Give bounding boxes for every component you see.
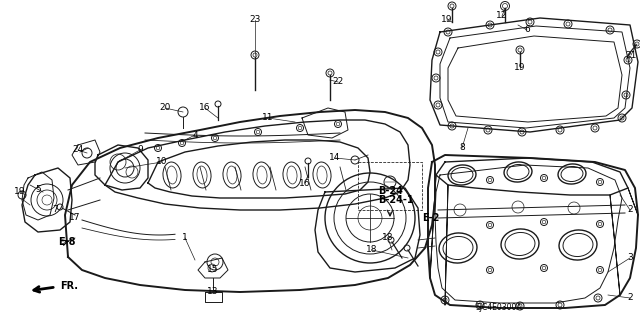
- Text: 2: 2: [627, 293, 633, 302]
- Text: 18: 18: [366, 246, 378, 255]
- Text: E-2: E-2: [422, 213, 440, 223]
- Text: 6: 6: [524, 26, 530, 34]
- Text: 2: 2: [627, 205, 633, 214]
- Text: 9: 9: [137, 145, 143, 154]
- Text: 4: 4: [192, 130, 198, 139]
- Text: SJC4E0300A: SJC4E0300A: [475, 303, 522, 313]
- Text: 11: 11: [262, 114, 274, 122]
- Text: 1: 1: [182, 234, 188, 242]
- Text: 3: 3: [627, 254, 633, 263]
- Text: 10: 10: [156, 158, 168, 167]
- Text: 13: 13: [207, 287, 219, 296]
- Text: B-24-1: B-24-1: [378, 195, 413, 205]
- Text: 14: 14: [330, 153, 340, 162]
- Text: 19: 19: [515, 63, 525, 72]
- Text: E-8: E-8: [58, 237, 76, 247]
- Text: 19: 19: [14, 188, 26, 197]
- Text: 8: 8: [459, 144, 465, 152]
- Text: 22: 22: [332, 78, 344, 86]
- Text: 23: 23: [250, 16, 260, 25]
- Text: 7: 7: [52, 205, 58, 214]
- Text: 18: 18: [382, 234, 394, 242]
- Text: 19: 19: [441, 16, 452, 25]
- Text: 16: 16: [199, 103, 211, 113]
- Text: FR.: FR.: [60, 281, 78, 291]
- Text: 12: 12: [496, 11, 508, 20]
- Text: 5: 5: [35, 186, 41, 195]
- Text: 17: 17: [69, 213, 81, 222]
- Text: 24: 24: [72, 145, 84, 154]
- Text: 15: 15: [207, 265, 219, 275]
- Text: 21: 21: [625, 50, 637, 60]
- Text: 16: 16: [300, 179, 311, 188]
- Text: 20: 20: [159, 103, 171, 113]
- Text: B-24: B-24: [378, 186, 403, 196]
